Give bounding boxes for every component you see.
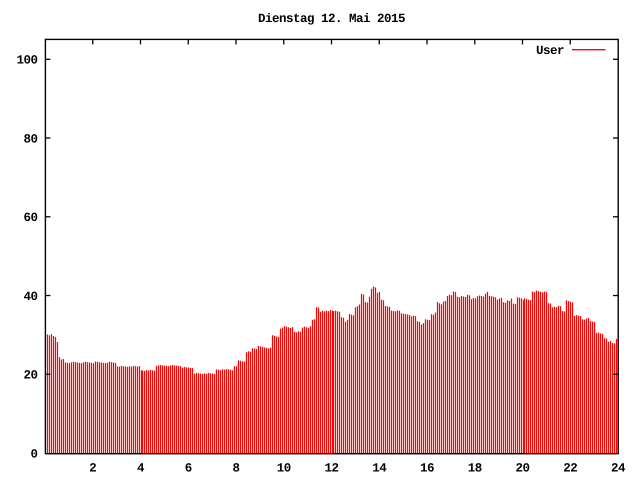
svg-text:4: 4 <box>137 462 145 476</box>
svg-text:60: 60 <box>23 211 37 225</box>
svg-text:20: 20 <box>515 462 529 476</box>
svg-text:100: 100 <box>16 54 37 68</box>
svg-text:Dienstag 12. Mai 2015: Dienstag 12. Mai 2015 <box>258 12 405 26</box>
svg-text:14: 14 <box>372 462 387 476</box>
svg-text:18: 18 <box>468 462 482 476</box>
svg-text:40: 40 <box>23 290 37 304</box>
svg-text:0: 0 <box>30 447 37 461</box>
svg-text:80: 80 <box>23 132 37 146</box>
svg-text:22: 22 <box>563 462 577 476</box>
svg-text:6: 6 <box>185 462 192 476</box>
svg-text:16: 16 <box>420 462 434 476</box>
svg-text:20: 20 <box>23 369 37 383</box>
svg-text:8: 8 <box>232 462 239 476</box>
svg-text:24: 24 <box>611 462 626 476</box>
svg-text:12: 12 <box>324 462 338 476</box>
svg-text:User: User <box>536 44 564 58</box>
svg-text:10: 10 <box>277 462 291 476</box>
svg-text:2: 2 <box>89 462 96 476</box>
